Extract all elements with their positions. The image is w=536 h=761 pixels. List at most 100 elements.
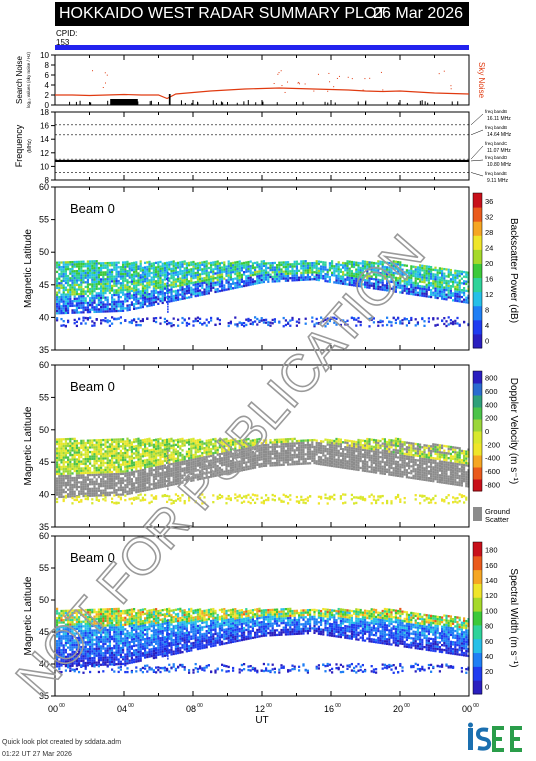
ground-scatter-cell <box>62 488 65 492</box>
data-cell <box>89 469 92 472</box>
ground-scatter-cell <box>267 450 270 453</box>
data-cell <box>84 462 87 465</box>
data-cell <box>441 269 444 273</box>
low-latitude-cell <box>251 321 254 324</box>
ground-scatter-cell <box>247 451 250 455</box>
low-latitude-cell <box>267 498 270 502</box>
data-cell <box>181 293 184 296</box>
data-cell <box>348 276 351 279</box>
ground-scatter-cell <box>251 457 254 460</box>
data-cell <box>97 273 100 277</box>
data-cell <box>267 271 270 274</box>
ground-scatter-cell <box>256 461 259 464</box>
data-cell <box>179 454 182 457</box>
data-cell <box>271 264 274 267</box>
data-cell <box>82 306 85 309</box>
data-cell <box>56 263 59 267</box>
beam-label: Beam 0 <box>70 201 115 216</box>
ground-scatter-cell <box>163 485 166 488</box>
data-cell <box>221 282 224 285</box>
ground-scatter-cell <box>124 490 127 494</box>
data-cell <box>399 265 402 269</box>
ground-scatter-cell <box>155 486 158 490</box>
low-latitude-cell <box>427 320 430 323</box>
data-cell <box>58 445 61 448</box>
data-cell <box>194 439 197 442</box>
data-cell <box>449 296 452 299</box>
ground-scatter-cell <box>117 479 120 483</box>
ground-scatter-cell <box>73 481 76 484</box>
data-cell <box>309 269 312 272</box>
data-cell <box>75 288 78 291</box>
low-latitude-cell <box>405 324 408 327</box>
data-cell <box>430 291 433 294</box>
data-cell <box>291 440 294 443</box>
data-cell <box>183 287 186 291</box>
ground-scatter-cell <box>64 486 67 489</box>
data-cell <box>82 304 85 307</box>
data-cell <box>150 444 153 447</box>
data-cell <box>218 446 221 449</box>
data-cell <box>157 268 160 271</box>
ground-scatter-cell <box>238 460 241 463</box>
ground-scatter-cell <box>71 479 74 482</box>
ground-scatter-cell <box>137 485 140 489</box>
data-cell <box>139 283 142 286</box>
data-cell <box>146 270 149 273</box>
data-cell <box>445 275 448 278</box>
data-cell <box>82 269 85 273</box>
data-cell <box>419 294 422 297</box>
data-cell <box>172 446 175 449</box>
data-cell <box>366 274 369 278</box>
data-cell <box>207 441 210 444</box>
data-cell <box>71 302 74 305</box>
data-cell <box>210 280 213 283</box>
data-cell <box>350 279 353 282</box>
ground-scatter-cell <box>181 460 184 464</box>
data-cell <box>117 454 120 457</box>
data-cell <box>93 306 96 309</box>
data-cell <box>148 453 151 457</box>
data-cell <box>124 307 127 310</box>
low-latitude-cell <box>282 493 285 496</box>
ground-scatter-cell <box>183 471 186 475</box>
data-cell <box>139 460 142 463</box>
data-cell <box>185 439 188 442</box>
data-cell <box>304 260 307 263</box>
data-cell <box>172 269 175 272</box>
data-cell <box>188 284 191 288</box>
data-cell <box>71 458 74 461</box>
data-cell <box>166 445 169 448</box>
data-cell <box>388 284 391 288</box>
ground-scatter-cell <box>58 481 61 485</box>
low-latitude-cell <box>243 324 246 328</box>
data-cell <box>436 285 439 288</box>
data-cell <box>115 438 118 441</box>
data-cell <box>168 447 171 450</box>
data-cell <box>113 303 116 306</box>
data-cell <box>390 262 393 265</box>
data-cell <box>91 260 94 263</box>
data-cell <box>84 460 87 463</box>
ground-scatter-cell <box>218 471 221 474</box>
low-latitude-cell <box>236 323 239 326</box>
data-cell <box>82 260 85 263</box>
data-cell <box>86 262 89 265</box>
data-cell <box>166 289 169 292</box>
data-cell <box>67 470 70 473</box>
data-cell <box>188 273 191 276</box>
data-cell <box>126 456 129 459</box>
data-cell <box>95 466 98 470</box>
data-cell <box>183 294 186 298</box>
data-cell <box>394 283 397 286</box>
data-cell <box>60 307 63 310</box>
data-cell <box>159 283 162 287</box>
data-cell <box>64 275 67 278</box>
y-tick-label: 14 <box>40 135 49 144</box>
data-cell <box>412 265 415 268</box>
data-cell <box>386 270 389 274</box>
data-cell <box>135 275 138 278</box>
ground-scatter-cell <box>265 448 268 451</box>
data-cell <box>179 440 182 443</box>
data-cell <box>355 273 358 276</box>
